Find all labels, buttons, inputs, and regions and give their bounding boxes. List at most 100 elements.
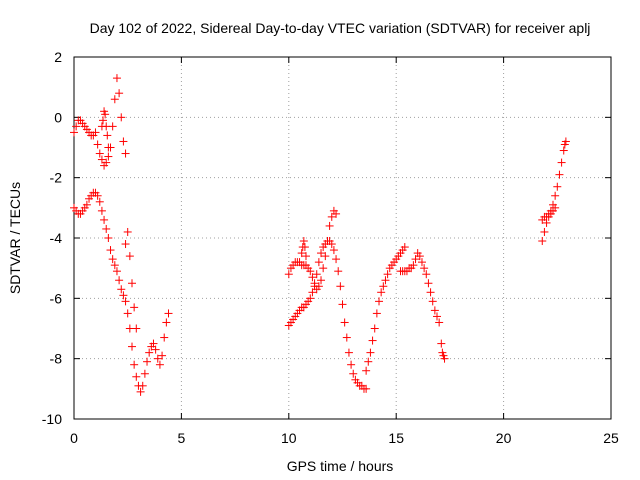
data-point xyxy=(383,270,392,279)
data-point xyxy=(300,243,309,252)
data-point xyxy=(110,261,119,270)
data-point xyxy=(540,227,549,236)
data-point xyxy=(325,221,334,230)
data-point xyxy=(70,128,78,137)
data-point xyxy=(435,318,444,327)
data-point xyxy=(117,285,126,294)
data-point xyxy=(317,249,326,258)
x-tick-label: 10 xyxy=(281,430,297,446)
data-point xyxy=(557,158,566,167)
data-point xyxy=(417,258,426,267)
data-point xyxy=(153,354,162,363)
data-point xyxy=(110,95,119,104)
data-point xyxy=(379,282,388,291)
data-point xyxy=(334,267,343,276)
data-point xyxy=(158,351,167,360)
data-point xyxy=(368,336,377,345)
data-point xyxy=(160,333,169,342)
data-point xyxy=(106,246,115,255)
data-point xyxy=(143,357,152,366)
data-point xyxy=(428,297,437,306)
series-arc-early-lower xyxy=(70,188,173,396)
data-point xyxy=(102,224,111,233)
y-tick-label: -4 xyxy=(50,230,63,246)
data-point xyxy=(164,309,173,318)
data-point xyxy=(415,252,424,261)
data-point xyxy=(155,360,164,369)
data-point xyxy=(306,294,315,303)
data-point xyxy=(121,297,130,306)
series-arc-mid-d xyxy=(362,243,409,375)
data-point xyxy=(149,339,158,348)
y-tick-label: -2 xyxy=(50,170,63,186)
data-point xyxy=(538,237,547,246)
data-point xyxy=(349,369,358,378)
data-point xyxy=(95,197,104,206)
data-point xyxy=(327,240,336,249)
data-point xyxy=(377,288,386,297)
data-point xyxy=(101,110,110,119)
data-point xyxy=(308,288,317,297)
data-point xyxy=(151,345,160,354)
data-point xyxy=(422,270,431,279)
data-point xyxy=(102,158,111,167)
data-point xyxy=(97,206,106,215)
data-point xyxy=(132,324,141,333)
data-point xyxy=(301,252,310,261)
data-point xyxy=(100,215,109,224)
data-point xyxy=(329,246,338,255)
data-point xyxy=(115,89,124,98)
data-point xyxy=(551,191,560,200)
data-point xyxy=(102,122,111,131)
data-point xyxy=(97,155,106,164)
data-point xyxy=(433,312,442,321)
data-point xyxy=(115,276,124,285)
series-arc-mid-b xyxy=(284,206,341,294)
data-point xyxy=(72,122,81,131)
data-point xyxy=(91,128,100,137)
data-point xyxy=(308,273,317,282)
data-point xyxy=(125,252,134,261)
data-point xyxy=(362,366,371,375)
chart-title: Day 102 of 2022, Sidereal Day-to-day VTE… xyxy=(90,20,591,36)
data-point xyxy=(364,357,373,366)
data-point xyxy=(381,276,390,285)
data-point xyxy=(340,318,349,327)
data-point xyxy=(119,291,128,300)
x-axis-label: GPS time / hours xyxy=(287,458,394,474)
grid-lines xyxy=(74,57,611,419)
data-point xyxy=(108,255,117,264)
data-point xyxy=(440,354,449,363)
data-point xyxy=(93,140,102,149)
data-point xyxy=(130,360,139,369)
x-tick-label: 15 xyxy=(388,430,404,446)
x-tick-label: 0 xyxy=(70,430,78,446)
data-point xyxy=(104,152,113,161)
data-point xyxy=(136,387,145,396)
y-tick-label: -8 xyxy=(50,351,63,367)
series-arc-early-upper xyxy=(70,74,130,170)
series-arc-late xyxy=(538,137,570,246)
data-point xyxy=(127,342,136,351)
y-tick-label: 2 xyxy=(54,49,62,65)
data-point xyxy=(561,137,570,146)
data-point xyxy=(400,243,409,252)
data-point xyxy=(551,203,560,212)
x-tick-label: 20 xyxy=(496,430,512,446)
data-point xyxy=(98,116,107,125)
data-points xyxy=(70,74,570,396)
data-point xyxy=(332,209,341,218)
data-point xyxy=(314,282,323,291)
data-point xyxy=(138,381,147,390)
y-axis-label: SDTVAR / TECUs xyxy=(7,182,23,294)
data-point xyxy=(424,279,433,288)
data-point xyxy=(140,369,149,378)
data-point xyxy=(132,372,141,381)
data-point xyxy=(420,264,429,273)
data-point xyxy=(342,333,351,342)
data-point xyxy=(310,279,319,288)
series-arc-mid-a xyxy=(284,237,371,393)
data-point xyxy=(103,131,112,140)
data-point xyxy=(344,348,353,357)
x-tick-label: 25 xyxy=(603,430,619,446)
